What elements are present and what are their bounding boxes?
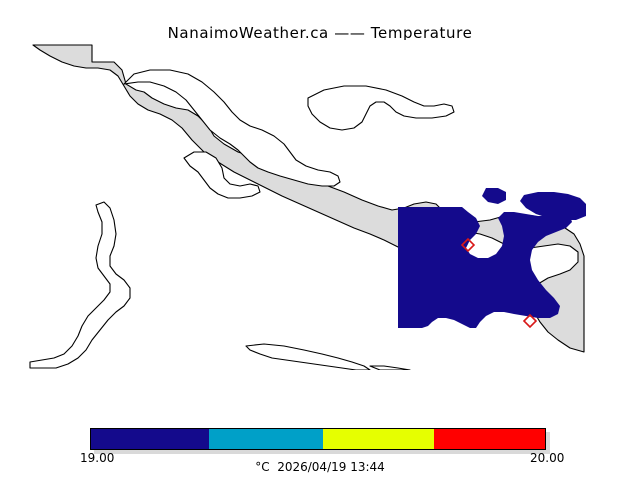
vancouver-island-outline — [29, 201, 131, 369]
station-markers[interactable] — [460, 237, 538, 329]
colorbar[interactable] — [90, 428, 550, 454]
colorbar-track[interactable] — [90, 428, 546, 450]
colorbar-segment-2[interactable] — [209, 429, 323, 449]
colorbar-segment-4[interactable] — [433, 429, 545, 449]
station-marker-north[interactable] — [460, 237, 476, 253]
map-canvas[interactable] — [18, 40, 588, 370]
inlet-bay-upper-left — [123, 69, 341, 187]
colorbar-units-timestamp: °C 2026/04/19 13:44 — [255, 460, 385, 474]
map-svg — [18, 40, 588, 370]
colorbar-min-label: 19.00 — [80, 451, 115, 465]
south-island-outline — [245, 343, 371, 370]
temperature-data-layer — [398, 188, 586, 328]
colorbar-segment-3[interactable] — [322, 429, 434, 449]
inlet-notch-lower — [183, 151, 261, 199]
page-title: NanaimoWeather.ca —— Temperature — [167, 24, 473, 42]
colorbar-max-label: 20.00 — [530, 451, 565, 465]
data-fill-island-north — [520, 192, 586, 220]
colorbar-segment-1[interactable] — [91, 429, 210, 449]
data-fill-islet — [482, 188, 506, 204]
data-fill-region — [398, 207, 572, 328]
south-island-tail-a — [369, 365, 411, 370]
station-marker-south[interactable] — [522, 313, 538, 329]
inlet-bay-upper-right — [307, 85, 455, 131]
